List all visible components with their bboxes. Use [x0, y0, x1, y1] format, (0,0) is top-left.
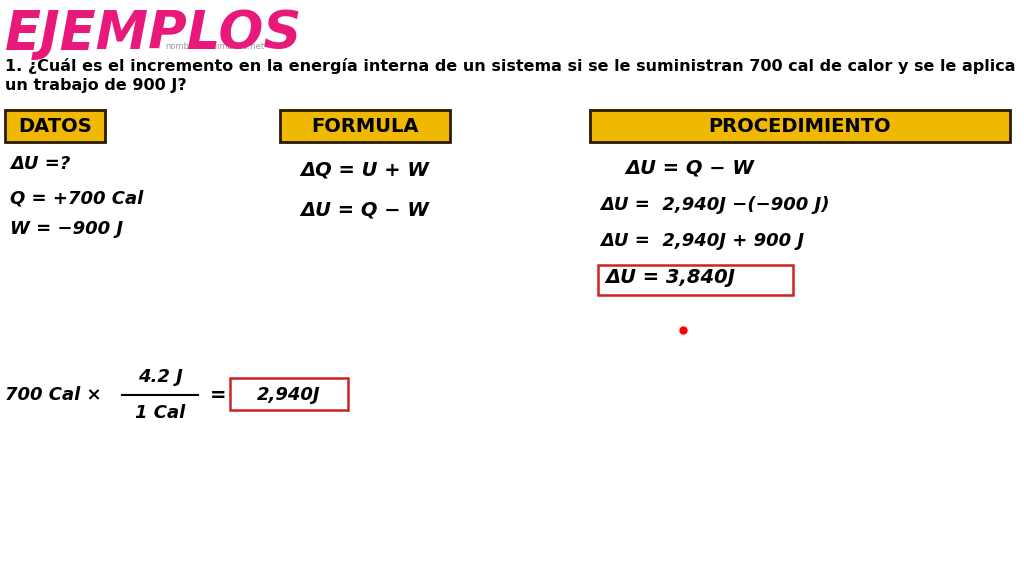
Text: ΔU =?: ΔU =?	[10, 155, 71, 173]
Text: 700 Cal ×: 700 Cal ×	[5, 386, 101, 404]
Text: ΔU = 3,840J: ΔU = 3,840J	[605, 268, 735, 287]
Text: 1. ¿Cuál es el incremento en la energía interna de un sistema si se le suministr: 1. ¿Cuál es el incremento en la energía …	[5, 58, 1016, 74]
Text: ΔU =  2,940J −(−900 J): ΔU = 2,940J −(−900 J)	[600, 196, 829, 214]
FancyBboxPatch shape	[5, 110, 105, 142]
FancyBboxPatch shape	[230, 378, 348, 410]
FancyBboxPatch shape	[590, 110, 1010, 142]
Text: EJEMPLOS: EJEMPLOS	[5, 8, 302, 60]
Text: ΔQ = U + W: ΔQ = U + W	[301, 160, 429, 179]
Text: PROCEDIMIENTO: PROCEDIMIENTO	[709, 116, 891, 135]
Text: 4.2 J: 4.2 J	[137, 368, 182, 386]
Text: FORMULA: FORMULA	[311, 116, 419, 135]
Text: 1 Cal: 1 Cal	[135, 404, 185, 422]
Text: Q = +700 Cal: Q = +700 Cal	[10, 190, 143, 208]
Text: ΔU = Q − W: ΔU = Q − W	[626, 158, 755, 177]
FancyBboxPatch shape	[280, 110, 450, 142]
Text: ΔU =  2,940J + 900 J: ΔU = 2,940J + 900 J	[600, 232, 804, 250]
Text: ΔU = Q − W: ΔU = Q − W	[301, 200, 429, 219]
Text: un trabajo de 900 J?: un trabajo de 900 J?	[5, 78, 186, 93]
Text: =: =	[210, 385, 226, 404]
FancyBboxPatch shape	[598, 265, 793, 295]
Text: DATOS: DATOS	[18, 116, 92, 135]
Text: W = −900 J: W = −900 J	[10, 220, 123, 238]
Text: 2,940J: 2,940J	[257, 386, 321, 404]
Text: nombrescanimados.net: nombrescanimados.net	[165, 42, 264, 51]
